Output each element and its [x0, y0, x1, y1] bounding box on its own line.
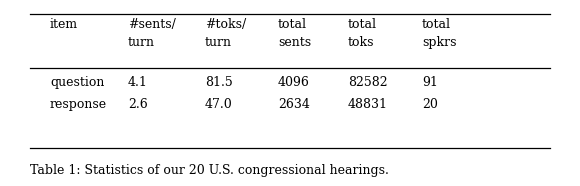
Text: turn: turn	[128, 36, 155, 49]
Text: sents: sents	[278, 36, 311, 49]
Text: 2.6: 2.6	[128, 98, 148, 111]
Text: spkrs: spkrs	[422, 36, 456, 49]
Text: 82582: 82582	[348, 76, 387, 89]
Text: total: total	[278, 18, 307, 31]
Text: 91: 91	[422, 76, 438, 89]
Text: 2634: 2634	[278, 98, 310, 111]
Text: response: response	[50, 98, 107, 111]
Text: 4096: 4096	[278, 76, 310, 89]
Text: total: total	[422, 18, 451, 31]
Text: #sents/: #sents/	[128, 18, 176, 31]
Text: 20: 20	[422, 98, 438, 111]
Text: total: total	[348, 18, 377, 31]
Text: item: item	[50, 18, 78, 31]
Text: turn: turn	[205, 36, 232, 49]
Text: 81.5: 81.5	[205, 76, 233, 89]
Text: 4.1: 4.1	[128, 76, 148, 89]
Text: Table 1: Statistics of our 20 U.S. congressional hearings.: Table 1: Statistics of our 20 U.S. congr…	[30, 164, 389, 177]
Text: 47.0: 47.0	[205, 98, 233, 111]
Text: question: question	[50, 76, 104, 89]
Text: toks: toks	[348, 36, 375, 49]
Text: 48831: 48831	[348, 98, 388, 111]
Text: #toks/: #toks/	[205, 18, 246, 31]
